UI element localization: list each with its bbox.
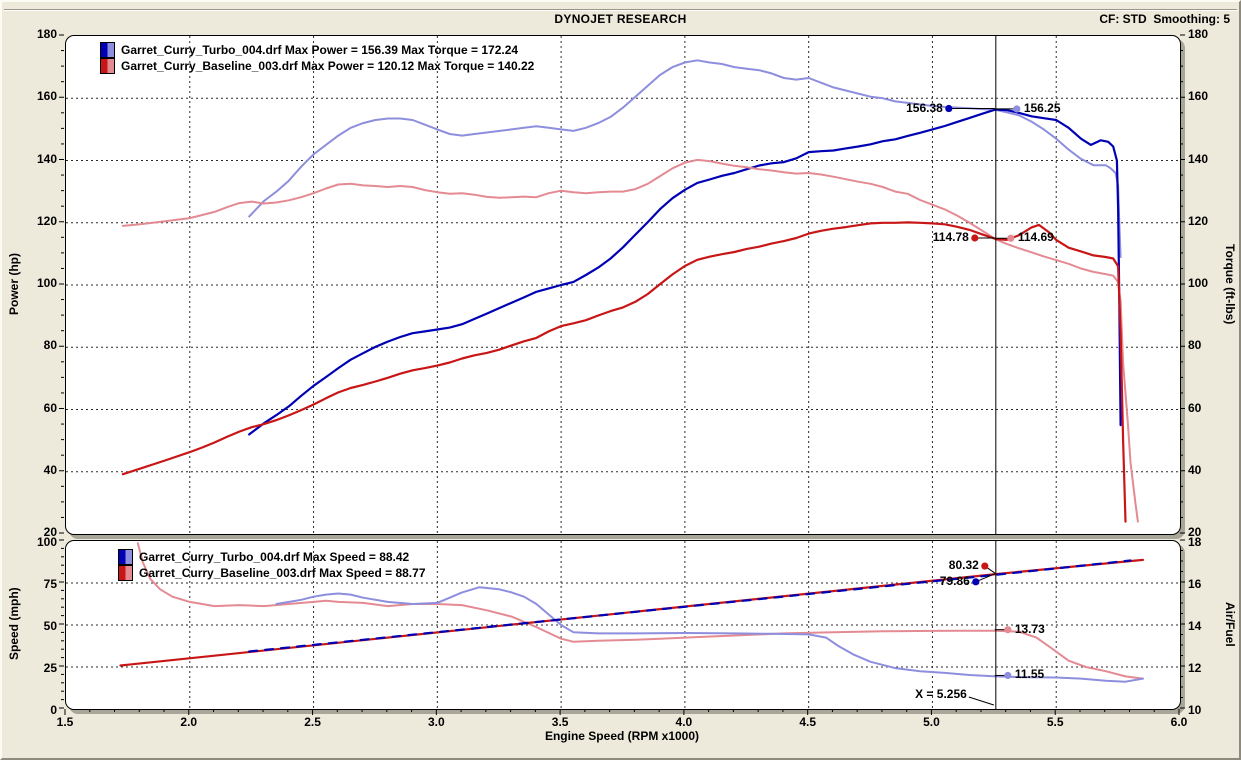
header-divider bbox=[4, 9, 1237, 11]
series-baseline_power bbox=[121, 221, 1127, 523]
power-torque-legend: Garret_Curry_Turbo_004.drf Max Power = 1… bbox=[100, 42, 534, 74]
turbo-color-swatch-icon bbox=[118, 549, 133, 565]
x-tick-label: 2.5 bbox=[304, 715, 321, 729]
x-tick-label: 5.0 bbox=[923, 715, 940, 729]
speed-airfuel-plot-area[interactable] bbox=[66, 541, 1180, 709]
x-tick-label: 2.0 bbox=[180, 715, 198, 729]
series-baseline_af bbox=[136, 542, 1144, 680]
correction-smoothing-status: CF: STD Smoothing: 5 bbox=[1099, 12, 1230, 26]
speed-airfuel-chart[interactable]: Garret_Curry_Turbo_004.drf Max Speed = 8… bbox=[65, 540, 1181, 710]
power-torque-chart[interactable]: Garret_Curry_Turbo_004.drf Max Power = 1… bbox=[65, 35, 1181, 535]
baseline-color-swatch-icon bbox=[118, 564, 133, 581]
series-turbo_af bbox=[275, 586, 1144, 683]
speed-airfuel-legend: Garret_Curry_Turbo_004.drf Max Speed = 8… bbox=[118, 549, 426, 581]
turbo-color-swatch-icon bbox=[100, 42, 115, 58]
x-tick-label: 1.5 bbox=[56, 715, 74, 729]
series-turbo_speed bbox=[248, 559, 1132, 653]
airfuel-axis-title: Air/Fuel bbox=[1223, 601, 1237, 647]
torque-axis-title: Torque (ft-lbs) bbox=[1223, 243, 1237, 325]
x-axis-title: Engine Speed (RPM x1000) bbox=[544, 729, 700, 743]
series-turbo_power bbox=[248, 108, 1122, 436]
legend-row-turbo: Garret_Curry_Turbo_004.drf Max Speed = 8… bbox=[118, 549, 426, 565]
x-tick-label: 3.5 bbox=[551, 715, 569, 729]
legend-label: Garret_Curry_Turbo_004.drf Max Power = 1… bbox=[121, 43, 519, 57]
legend-label: Garret_Curry_Baseline_003.drf Max Power … bbox=[121, 59, 535, 73]
legend-row-baseline: Garret_Curry_Baseline_003.drf Max Power … bbox=[100, 57, 535, 74]
app-title: DYNOJET RESEARCH bbox=[554, 12, 687, 26]
x-tick-label: 5.5 bbox=[1046, 715, 1064, 729]
x-tick-label: 4.5 bbox=[799, 715, 816, 729]
power-torque-plot-area[interactable] bbox=[66, 36, 1180, 534]
legend-label: Garret_Curry_Turbo_004.drf Max Speed = 8… bbox=[139, 550, 410, 564]
x-tick-label: 4.0 bbox=[675, 715, 693, 729]
x-tick-label: 3.0 bbox=[427, 715, 445, 729]
legend-label: Garret_Curry_Baseline_003.drf Max Speed … bbox=[139, 566, 426, 580]
baseline-color-swatch-icon bbox=[100, 57, 115, 74]
power-axis-title: Power (hp) bbox=[7, 253, 21, 315]
legend-row-turbo: Garret_Curry_Turbo_004.drf Max Power = 1… bbox=[100, 42, 534, 58]
series-baseline_torque bbox=[121, 158, 1139, 523]
legend-row-baseline: Garret_Curry_Baseline_003.drf Max Speed … bbox=[118, 564, 426, 581]
series-turbo_torque bbox=[248, 59, 1122, 258]
x-tick-label: 6.0 bbox=[1170, 715, 1188, 729]
speed-axis-title: Speed (mph) bbox=[7, 587, 21, 661]
